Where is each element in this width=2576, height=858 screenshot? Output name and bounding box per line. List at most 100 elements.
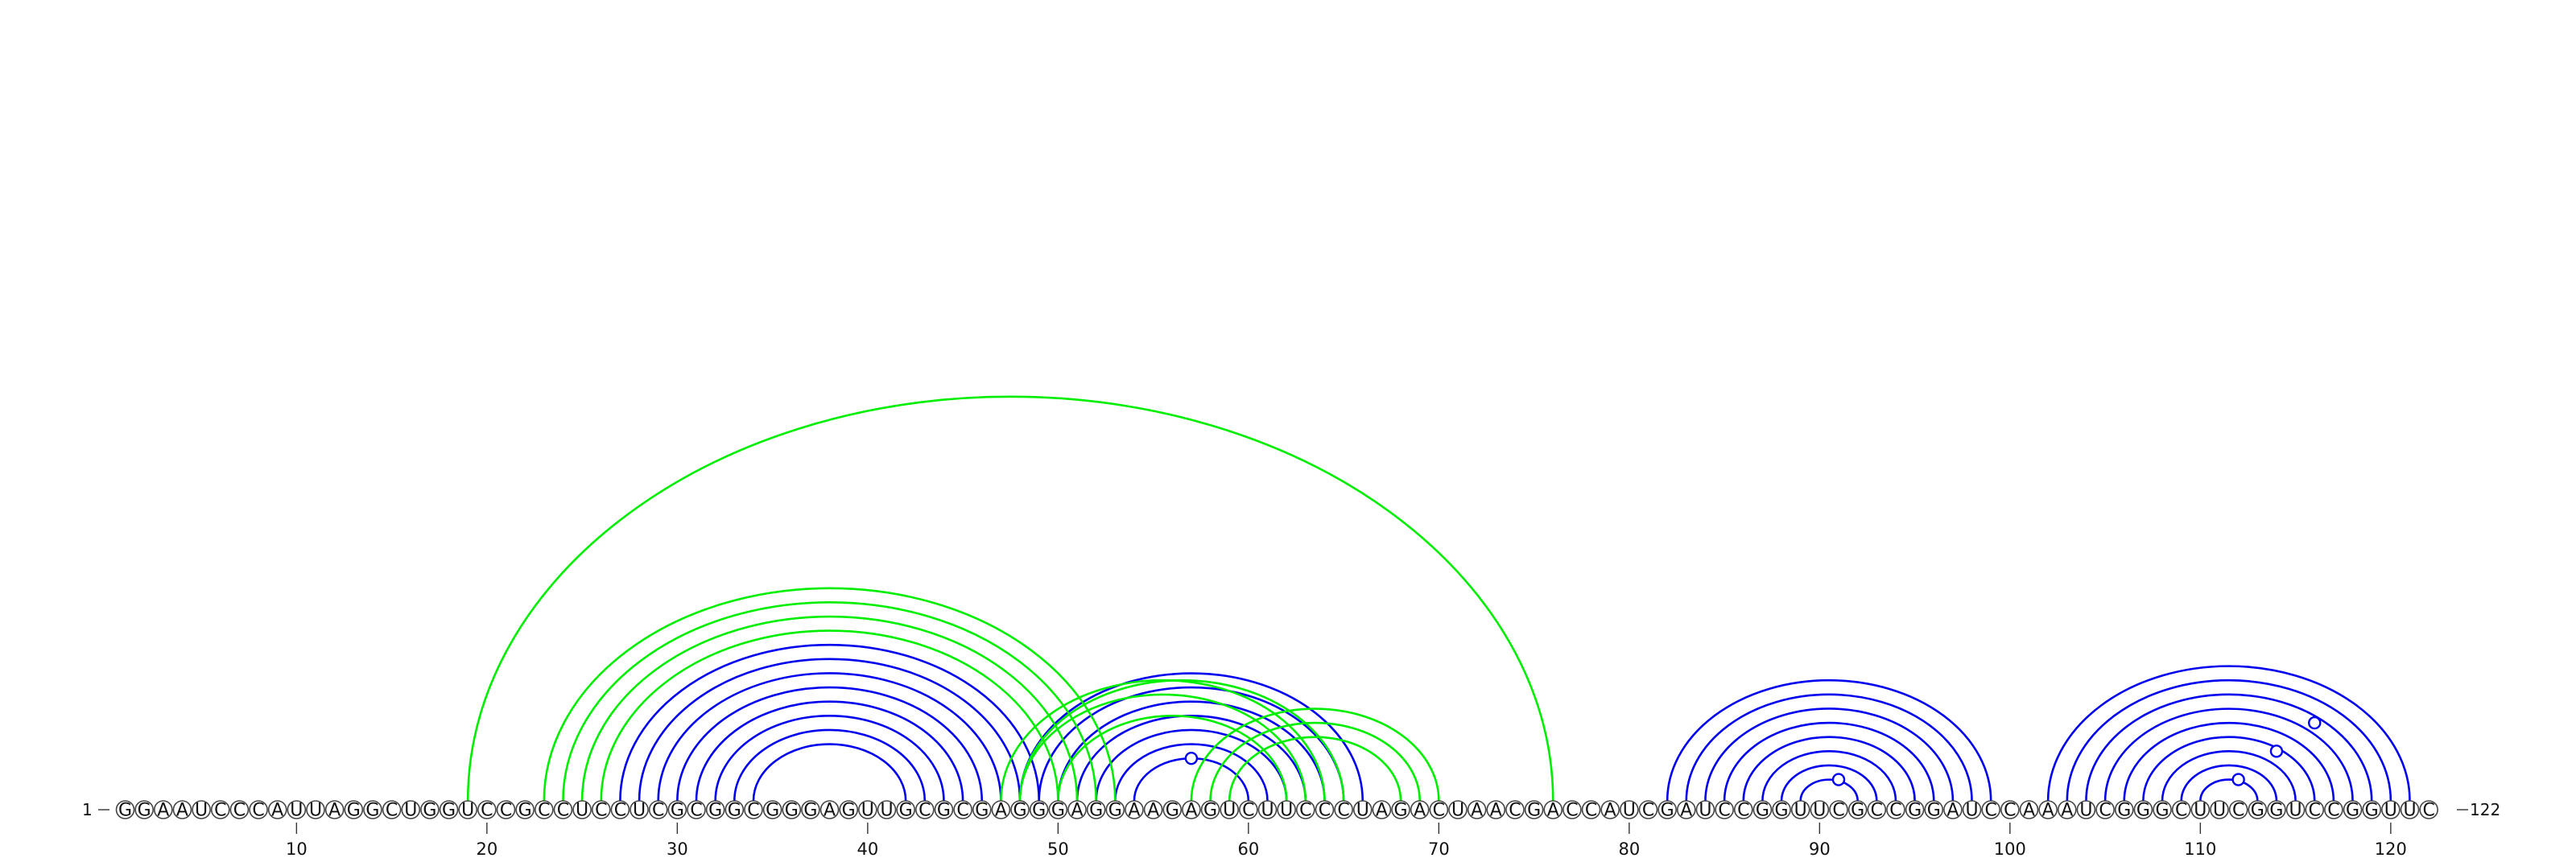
green-pair-arc-23-53: [543, 587, 1117, 802]
nucleotide-circle-122: [2419, 800, 2438, 819]
nucleotide-105: C: [2099, 801, 2111, 821]
nucleotide-circle-103: [2058, 800, 2077, 819]
nucleotide-71: U: [1451, 801, 1464, 821]
nucleotide-circle-47: [991, 800, 1011, 819]
end-label: 122: [2470, 800, 2500, 819]
nucleotide-circle-59: [1220, 800, 1239, 819]
tick-label-80: 80: [1618, 839, 1640, 858]
nucleotide-34: C: [747, 801, 759, 821]
nucleotide-circle-66: [1352, 800, 1373, 819]
unpaired-marker-57: [1184, 751, 1199, 765]
nucleotide-circle-24: [553, 800, 573, 819]
nucleotide-86: C: [1737, 801, 1749, 821]
nucleotide-29: C: [652, 801, 664, 821]
nucleotide-94: C: [1889, 801, 1901, 821]
blue-pair-arc-30-46: [676, 686, 984, 802]
blue-pair-arc-53-61: [1114, 743, 1269, 802]
nucleotide-circle-42: [896, 800, 915, 819]
nucleotide-circle-86: [1733, 800, 1753, 819]
nucleotide-circle-89: [1790, 800, 1810, 819]
nucleotide-circle-63: [1296, 800, 1315, 819]
nucleotide-circle-60: [1239, 800, 1258, 819]
nucleotide-56: G: [1166, 801, 1179, 821]
nucleotide-circle-90: [1810, 800, 1830, 819]
nucleotide-circle-18: [439, 800, 459, 819]
blue-pair-arc-107-116: [2142, 736, 2316, 802]
nucleotide-99: C: [1985, 801, 1997, 821]
nucleotide-circle-27: [610, 800, 630, 819]
nucleotide-circle-115: [2285, 800, 2306, 819]
nucleotide-circle-93: [1867, 800, 1887, 819]
nucleotide-55: A: [1147, 801, 1159, 821]
nucleotide-73: A: [1490, 801, 1502, 821]
nucleotide-1: G: [118, 801, 132, 821]
unpaired-markers: [1184, 716, 2322, 786]
tick-label-100: 100: [1994, 839, 2026, 858]
nucleotide-59: U: [1223, 801, 1236, 821]
nucleotide-80: U: [1623, 801, 1636, 821]
unpaired-marker-112: [2231, 773, 2245, 786]
nucleotide-104: U: [2079, 801, 2092, 821]
nucleotide-circle-88: [1772, 800, 1791, 819]
nucleotide-2: G: [138, 801, 151, 821]
blue-pair-arc-27-49: [619, 643, 1040, 802]
nucleotide-20: C: [481, 801, 493, 821]
nucleotide-46: G: [975, 801, 989, 821]
nucleotide-15: C: [386, 801, 398, 821]
tick-label-30: 30: [667, 839, 688, 858]
nucleotide-circle-61: [1257, 800, 1278, 819]
nucleotide-103: A: [2061, 801, 2073, 821]
green-pair-arc-50-62: [1057, 715, 1288, 802]
nucleotide-41: U: [880, 801, 893, 821]
nucleotide-120: U: [2384, 801, 2397, 821]
nucleotide-circle-82: [1657, 800, 1677, 819]
blue-pair-arc-52-62: [1095, 728, 1288, 802]
nucleotide-circle-35: [762, 800, 782, 819]
nucleotide-91: C: [1832, 801, 1844, 821]
blue-pair-arc-31-45: [695, 700, 964, 802]
nucleotide-39: G: [842, 801, 856, 821]
nucleotide-circle-41: [877, 800, 897, 819]
nucleotide-circle-113: [2248, 800, 2268, 819]
nucleotide-76: A: [1547, 801, 1559, 821]
nucleotide-70: C: [1433, 801, 1445, 821]
blue-pair-arc-82-99: [1666, 679, 1992, 802]
nucleotide-10: U: [290, 801, 303, 821]
nucleotide-84: U: [1699, 801, 1711, 821]
nucleotide-circle-102: [2038, 800, 2058, 819]
nucleotide-51: A: [1071, 801, 1083, 821]
nucleotide-57: A: [1185, 801, 1197, 821]
nucleotide-58: G: [1203, 801, 1217, 821]
nucleotide-111: U: [2213, 801, 2226, 821]
nucleotide-102: A: [2042, 801, 2054, 821]
blue-pair-arc-103-120: [2066, 679, 2392, 802]
nucleotide-circle-34: [744, 800, 763, 819]
nucleotide-26: C: [595, 801, 607, 821]
nucleotide-3: A: [157, 801, 169, 821]
nucleotide-32: G: [708, 801, 722, 821]
blue-pair-arc-108-115: [2161, 750, 2297, 802]
nucleotide-106: G: [2117, 801, 2131, 821]
nucleotide-45: C: [956, 801, 968, 821]
nucleotide-circle-6: [210, 800, 230, 819]
green-pair-arc-47-64: [1000, 679, 1326, 802]
nucleotide-107: G: [2136, 801, 2150, 821]
nucleotide-88: G: [1775, 801, 1789, 821]
blue-pair-arc-86-95: [1742, 736, 1916, 802]
nucleotide-circle-21: [496, 800, 516, 819]
nucleotide-circle-32: [705, 800, 725, 819]
nucleotide-circle-10: [287, 800, 307, 819]
tick-label-90: 90: [1809, 839, 1831, 858]
blue-pair-arc-28-48: [638, 658, 1022, 802]
nucleotide-110: U: [2194, 801, 2207, 821]
nucleotide-77: C: [1566, 801, 1578, 821]
nucleotide-31: C: [690, 801, 702, 821]
nucleotide-circle-84: [1695, 800, 1715, 819]
nucleotide-44: G: [937, 801, 951, 821]
unpaired-marker-114: [2269, 745, 2284, 758]
blue-pair-arc-33-43: [733, 728, 927, 802]
nucleotide-circle-13: [344, 800, 364, 819]
nucleotide-23: C: [538, 801, 550, 821]
